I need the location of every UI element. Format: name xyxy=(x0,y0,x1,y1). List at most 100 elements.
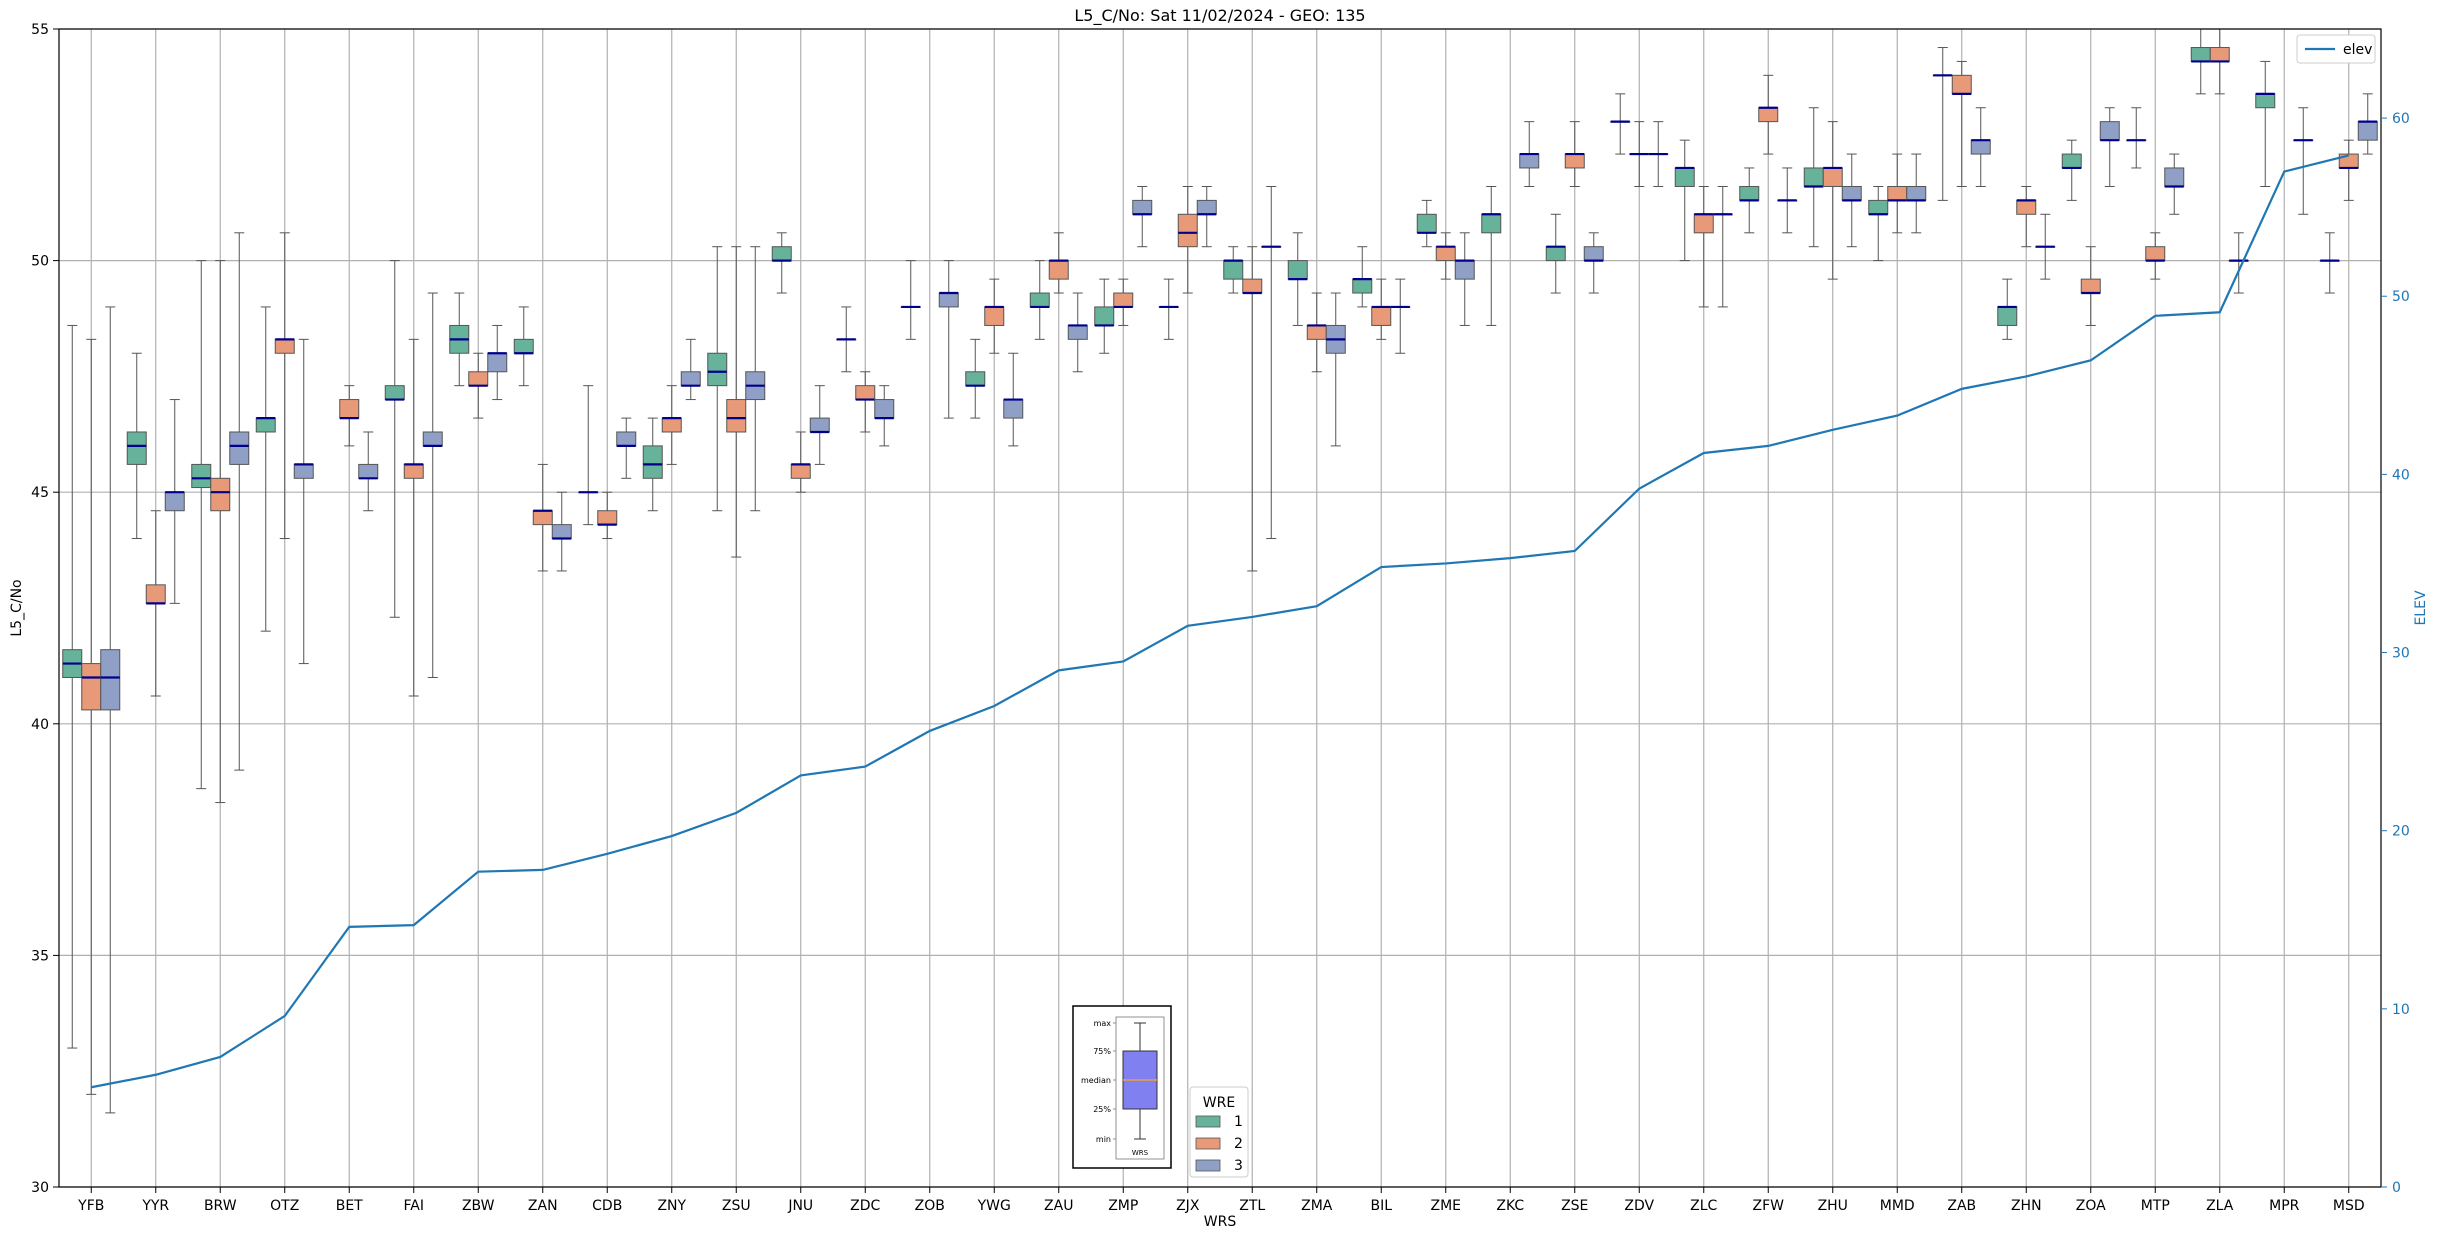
x-axis: YFB YYR BRW OTZ BET FAI ZBW ZAN CDB ZNY ZSU JNU ZDC Z… xyxy=(77,1187,2365,1214)
x-tick-label: ZME xyxy=(1430,1198,1461,1214)
box-iqr xyxy=(1739,185,1760,201)
box-iqr xyxy=(642,445,663,479)
box-wre-1-ZME xyxy=(1416,199,1437,248)
box-wre-1-ZAU xyxy=(1029,260,1050,340)
legend-wre-label-3: 3 xyxy=(1234,1158,1243,1174)
x-tick-label: MMD xyxy=(1880,1198,1915,1214)
x-tick-label: ZFW xyxy=(1753,1198,1785,1214)
box-wre-1-FAI xyxy=(384,260,405,618)
y-tick-label: 45 xyxy=(31,485,49,501)
box-wre-2-YWG xyxy=(984,278,1005,354)
box-wre-2-FAI xyxy=(403,338,424,697)
box-iqr xyxy=(707,352,728,387)
box-wre-1-ZSU xyxy=(707,246,728,512)
box-iqr xyxy=(1242,278,1263,294)
box-iqr xyxy=(2016,199,2037,215)
box-iqr xyxy=(384,385,405,401)
box-iqr xyxy=(145,584,166,604)
box-wre-1-JNU xyxy=(771,232,792,294)
y-tick-label: 55 xyxy=(31,22,49,38)
box-wre-3-MPR xyxy=(2293,107,2314,215)
x-tick-label: OTZ xyxy=(270,1198,299,1214)
box-wre-2-MMD xyxy=(1887,153,1908,234)
box-wre-3-YWG xyxy=(1003,352,1024,447)
box-key-inset: max 75% median 25% min WRS xyxy=(1072,1005,1172,1169)
x-tick-label: BET xyxy=(336,1198,363,1214)
box-iqr xyxy=(293,463,314,479)
box-iqr xyxy=(1803,167,1824,187)
y-tick-label: 35 xyxy=(31,948,49,964)
box-iqr xyxy=(1758,107,1779,123)
box-wre-2-ZNY xyxy=(661,385,682,465)
box-wre-2-YYR xyxy=(145,510,166,697)
box-iqr xyxy=(100,649,121,711)
x-tick-label: MPR xyxy=(2269,1198,2300,1214)
x-tick-label: ZLC xyxy=(1690,1198,1717,1214)
box-wre-3-ZFW xyxy=(1777,167,1798,234)
box-wre-3-ZAB xyxy=(1970,107,1991,187)
x-tick-label: ZAU xyxy=(1044,1198,1073,1214)
box-wre-3-JNU xyxy=(809,385,830,465)
box-wre-1-ZOB xyxy=(900,260,921,340)
box-wre-2-BIL xyxy=(1371,278,1392,340)
box-iqr xyxy=(1223,260,1244,280)
box-wre-3-ZMA xyxy=(1325,292,1346,447)
box-wre-3-ZAN xyxy=(551,491,572,572)
y-tick-label: 30 xyxy=(31,1180,49,1196)
box-wre-1-MMD xyxy=(1868,185,1889,262)
box-wre-2-ZAB xyxy=(1951,60,1972,187)
x-tick-label: ZBW xyxy=(462,1198,495,1214)
box-iqr xyxy=(1067,324,1088,340)
x-tick-label: ZTL xyxy=(1239,1198,1265,1214)
x-tick-label: ZLA xyxy=(2206,1198,2234,1214)
box-wre-1-ZLA xyxy=(2190,28,2211,95)
box-iqr xyxy=(1003,399,1024,419)
box-iqr xyxy=(1454,260,1475,280)
box-wre-3-YYR xyxy=(164,399,185,604)
box-wre-3-ZJX xyxy=(1196,185,1217,248)
box-wre-2-JNU xyxy=(790,431,811,493)
box-wre-2-ZLC xyxy=(1693,185,1714,308)
box-iqr xyxy=(487,352,508,373)
box-wre-2-ZME xyxy=(1435,232,1456,280)
box-wre-1-ZMA xyxy=(1287,232,1308,326)
box-wre-1-MTP xyxy=(2126,107,2147,169)
box-wre-2-ZDV xyxy=(1629,121,1650,187)
box-wre-3-MMD xyxy=(1906,153,1927,234)
box-iqr xyxy=(2145,246,2166,262)
box-iqr xyxy=(1371,306,1392,326)
box-iqr xyxy=(468,371,489,387)
box-wre-2-ZHU xyxy=(1822,121,1843,280)
box-iqr xyxy=(1352,278,1373,294)
box-wre-2-ZFW xyxy=(1758,74,1779,155)
y2-tick-label: 20 xyxy=(2392,824,2410,840)
box-wre-3-OTZ xyxy=(293,338,314,665)
box-iqr xyxy=(661,417,682,433)
x-tick-label: ZMP xyxy=(1108,1198,1138,1214)
box-wre-2-ZHN xyxy=(2016,185,2037,248)
box-wre-2-ZTL xyxy=(1242,246,1263,572)
x-tick-label: CDB xyxy=(592,1198,622,1214)
x-tick-label: MSD xyxy=(2333,1198,2365,1214)
box-iqr xyxy=(2255,93,2276,109)
box-wre-3-ZOA xyxy=(2099,107,2120,187)
box-wre-3-CDB xyxy=(616,417,637,479)
box-wre-3-ZTL xyxy=(1261,185,1282,540)
x-tick-label: YYR xyxy=(141,1198,169,1214)
x-tick-label: BRW xyxy=(204,1198,237,1214)
box-iqr xyxy=(1196,199,1217,215)
box-iqr xyxy=(358,463,379,479)
box-key-label: max xyxy=(1094,1019,1112,1028)
box-wre-1-MSD xyxy=(2319,232,2340,294)
box-iqr xyxy=(1970,139,1991,155)
box-iqr xyxy=(403,463,424,479)
box-iqr xyxy=(1822,167,1843,187)
box-wre-1-ZJX xyxy=(1158,278,1179,340)
box-iqr xyxy=(726,399,747,433)
box-iqr xyxy=(1416,213,1437,234)
box-wre-1-CDB xyxy=(578,385,599,526)
box-wre-3-ZAU xyxy=(1067,292,1088,373)
y-axis-right: 0 10 20 30 40 50 60 xyxy=(2381,111,2410,1196)
box-iqr xyxy=(680,371,701,387)
